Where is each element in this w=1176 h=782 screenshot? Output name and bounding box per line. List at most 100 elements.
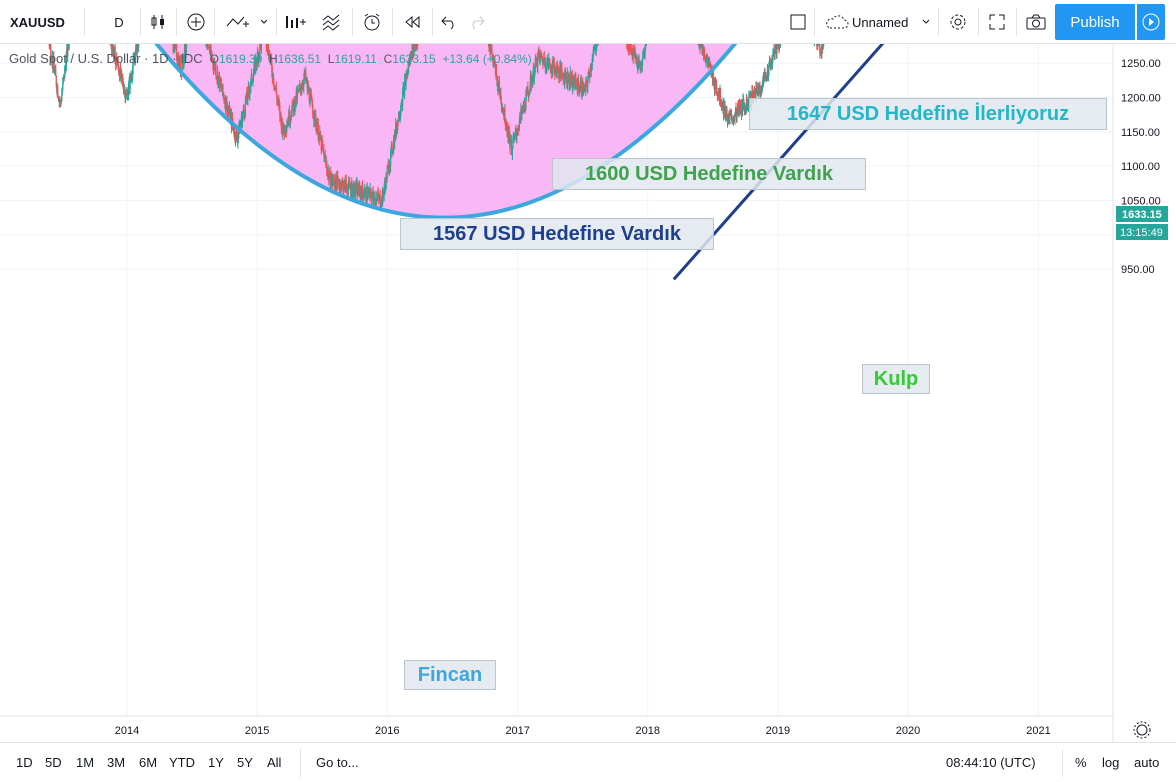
range-button-1d[interactable]: 1D [16, 755, 33, 770]
y-tick-label: 950.00 [1121, 264, 1155, 276]
candle-body [55, 76, 57, 86]
legend-high: 1636.51 [277, 52, 322, 66]
templates-icon[interactable] [318, 0, 348, 44]
candle-body [533, 75, 535, 79]
candle-body [222, 84, 224, 94]
candle-body [585, 81, 587, 92]
clock-time[interactable]: 08:44:10 (UTC) [946, 755, 1036, 770]
price-axis[interactable]: 950.001000.001050.001100.001150.001200.0… [1121, 44, 1161, 276]
range-button-1m[interactable]: 1M [76, 755, 95, 770]
indicators-icon[interactable] [282, 0, 308, 44]
candle-body [577, 77, 579, 85]
add-indicator-icon[interactable] [184, 0, 208, 44]
candle-body [113, 46, 115, 53]
candle-body [247, 88, 249, 101]
alert-icon[interactable] [358, 0, 386, 44]
fullscreen-icon[interactable] [984, 0, 1010, 44]
x-tick-label: 2017 [505, 725, 529, 737]
candle-body [258, 53, 260, 61]
candle-body [390, 151, 392, 166]
annotation-1600[interactable]: 1600 USD Hedefine Vardık [552, 158, 866, 190]
candle-body [567, 83, 569, 85]
cloud-icon[interactable] [822, 0, 852, 44]
log-toggle[interactable]: log [1102, 755, 1120, 770]
legend-close: 1633.15 [392, 52, 436, 66]
annotation-1647[interactable]: 1647 USD Hedefine İlerliyoruz [749, 98, 1107, 130]
candle-body [135, 49, 137, 63]
range-button-3m[interactable]: 3M [107, 755, 126, 770]
candle-body [542, 60, 544, 65]
undo-icon[interactable] [438, 0, 460, 44]
axis-settings-icon[interactable] [1133, 721, 1151, 739]
candle-body [68, 44, 70, 46]
candle-body [752, 90, 755, 103]
symbol-search[interactable]: XAUUSD [10, 14, 65, 30]
candle-body [335, 174, 337, 183]
candle-body [712, 73, 715, 86]
range-button-5d[interactable]: 5D [45, 755, 62, 770]
candle-body [259, 44, 261, 55]
goto-button[interactable]: Go to... [316, 755, 359, 770]
time-axis[interactable]: 2014 2015 2016 2017 2018 2019 2020 2021 [115, 725, 1051, 737]
legend-ohlc: O1619.30 H1636.51 L1619.11 C1633.15 +13.… [209, 52, 532, 66]
candle-body [553, 63, 555, 70]
candle-body [774, 53, 776, 59]
candle-body [234, 128, 236, 138]
chevron-down-icon[interactable] [256, 0, 272, 44]
annotation-fincan[interactable]: Fincan [404, 660, 496, 690]
cup-fill [156, 44, 735, 218]
candle-body [229, 114, 232, 121]
candle-body [116, 56, 118, 66]
candle-body [64, 67, 66, 78]
candle-body [719, 90, 722, 105]
candle-body [182, 57, 185, 63]
candle-body [561, 67, 563, 73]
percent-toggle[interactable]: % [1075, 755, 1087, 770]
candle-body [760, 86, 762, 95]
candle-body [57, 86, 59, 97]
range-button-ytd[interactable]: YTD [169, 755, 195, 770]
annotation-kulp[interactable]: Kulp [862, 364, 930, 394]
candle-body [594, 44, 596, 51]
camera-icon[interactable] [1022, 0, 1050, 44]
range-button-1y[interactable]: 1Y [208, 755, 224, 770]
compare-icon[interactable] [222, 0, 252, 44]
play-icon[interactable] [1137, 4, 1165, 40]
fullscreen-toggle-icon[interactable] [786, 0, 810, 44]
candle-body [747, 101, 750, 107]
candle-body [53, 57, 55, 67]
auto-toggle[interactable]: auto [1134, 755, 1160, 770]
replay-icon[interactable] [398, 0, 426, 44]
x-tick-label: 2016 [375, 725, 399, 737]
candle-body [404, 80, 406, 96]
candle-body [402, 92, 404, 106]
candle-body [558, 67, 560, 78]
candle-body [537, 54, 539, 68]
candle-body [179, 60, 182, 75]
range-button-5y[interactable]: 5Y [237, 755, 253, 770]
candle-body [715, 83, 718, 93]
annotation-1567[interactable]: 1567 USD Hedefine Vardık [400, 218, 714, 250]
candle-body [243, 108, 245, 111]
candles-icon[interactable] [146, 0, 170, 44]
candle-body [741, 100, 744, 115]
interval-button[interactable]: D [114, 14, 124, 30]
gear-icon[interactable] [945, 0, 971, 44]
candle-body [509, 133, 511, 148]
candle-body [365, 188, 367, 200]
range-button-6m[interactable]: 6M [139, 755, 158, 770]
x-tick-label: 2015 [245, 725, 269, 737]
candle-body [410, 52, 412, 59]
candle-body [776, 44, 778, 53]
candle-body [211, 54, 213, 59]
x-tick-label: 2019 [766, 725, 790, 737]
candle-body [246, 93, 248, 100]
chevron-down-icon[interactable] [918, 0, 934, 44]
redo-icon[interactable] [466, 0, 488, 44]
candle-body [267, 44, 269, 55]
chart-canvas[interactable]: 950.001000.001050.001100.001150.001200.0… [0, 44, 1176, 742]
layout-name[interactable]: Unnamed [852, 14, 909, 30]
publish-button[interactable]: Publish [1055, 4, 1135, 40]
range-button-all[interactable]: All [267, 755, 282, 770]
candle-body [54, 71, 56, 74]
